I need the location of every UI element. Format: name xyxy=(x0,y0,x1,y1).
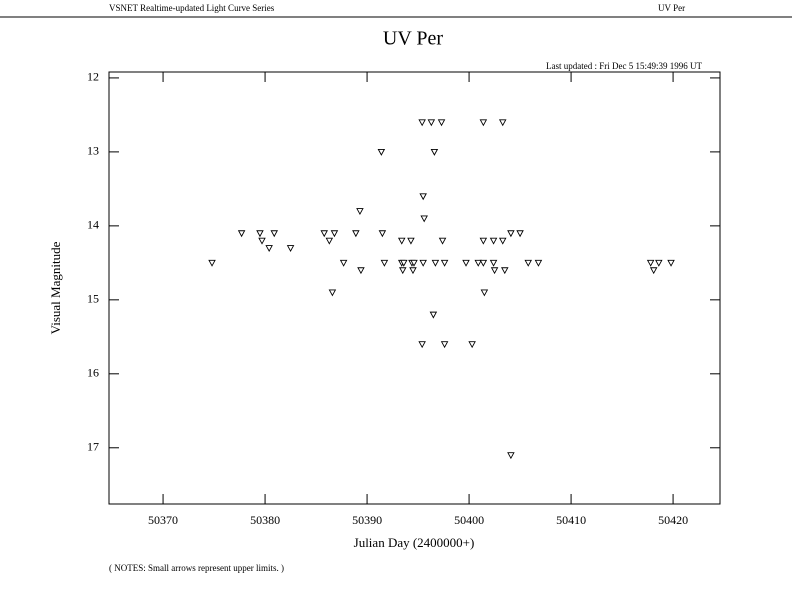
point xyxy=(378,230,387,238)
point xyxy=(501,267,509,275)
x-tick-label: 50390 xyxy=(352,513,382,527)
chart-title: UV Per xyxy=(383,28,444,50)
point xyxy=(237,230,246,238)
point xyxy=(474,259,483,267)
point xyxy=(498,237,507,245)
point xyxy=(462,259,470,267)
point xyxy=(489,259,498,267)
x-tick-label: 50420 xyxy=(658,513,688,527)
point xyxy=(440,341,449,349)
point xyxy=(418,341,426,349)
y-tick-label: 12 xyxy=(87,70,99,84)
header-left: VSNET Realtime-updated Light Curve Serie… xyxy=(109,3,275,13)
point xyxy=(479,259,488,267)
point xyxy=(437,119,446,127)
point xyxy=(286,245,295,252)
point xyxy=(419,259,427,267)
subtitle: Last updated : Fri Dec 5 15:49:39 1996 U… xyxy=(546,61,702,71)
note: ( NOTES: Small arrows represent upper li… xyxy=(109,563,284,573)
point xyxy=(420,215,428,223)
point xyxy=(468,341,476,349)
point xyxy=(534,259,543,267)
point xyxy=(407,237,415,245)
point xyxy=(419,193,427,201)
point xyxy=(377,148,386,156)
point xyxy=(265,245,273,252)
point xyxy=(356,208,364,216)
x-tick-label: 50410 xyxy=(556,513,586,527)
point xyxy=(516,230,524,238)
x-tick-label: 50380 xyxy=(250,513,280,527)
point xyxy=(352,230,360,238)
point xyxy=(339,259,348,267)
y-axis-label: Visual Magnitude xyxy=(48,241,63,334)
point xyxy=(429,311,438,319)
point xyxy=(479,119,488,127)
point xyxy=(427,119,436,127)
point xyxy=(649,267,658,275)
point xyxy=(490,267,499,275)
point xyxy=(479,237,488,245)
y-tick-label: 16 xyxy=(87,366,99,380)
plot-frame xyxy=(108,71,721,505)
point xyxy=(410,259,418,267)
point xyxy=(667,259,675,267)
header-right: UV Per xyxy=(658,3,685,13)
point xyxy=(655,259,663,267)
point xyxy=(507,452,515,460)
x-tick-label: 50370 xyxy=(148,513,178,527)
point xyxy=(430,148,439,156)
point xyxy=(397,237,406,245)
point xyxy=(409,267,417,275)
point xyxy=(357,267,365,275)
point xyxy=(489,237,498,245)
point xyxy=(507,230,515,238)
point xyxy=(256,230,264,238)
point xyxy=(380,259,389,267)
point xyxy=(208,259,216,267)
point xyxy=(270,230,279,238)
point xyxy=(325,237,334,245)
y-tick-label: 13 xyxy=(87,144,99,158)
y-tick-label: 15 xyxy=(87,292,99,306)
point xyxy=(440,259,449,267)
point xyxy=(400,259,408,267)
x-tick-label: 50400 xyxy=(454,513,484,527)
point xyxy=(418,119,426,127)
point xyxy=(498,119,507,127)
point xyxy=(431,259,440,267)
x-axis-label: Julian Day (2400000+) xyxy=(354,535,475,550)
point xyxy=(480,289,489,297)
point xyxy=(524,259,532,267)
y-tick-label: 14 xyxy=(87,218,99,232)
point xyxy=(438,237,447,245)
point xyxy=(258,237,266,245)
point xyxy=(330,230,339,238)
y-tick-label: 17 xyxy=(87,440,99,454)
point xyxy=(646,259,655,267)
point xyxy=(328,289,337,297)
point xyxy=(399,267,407,275)
point xyxy=(320,230,328,238)
